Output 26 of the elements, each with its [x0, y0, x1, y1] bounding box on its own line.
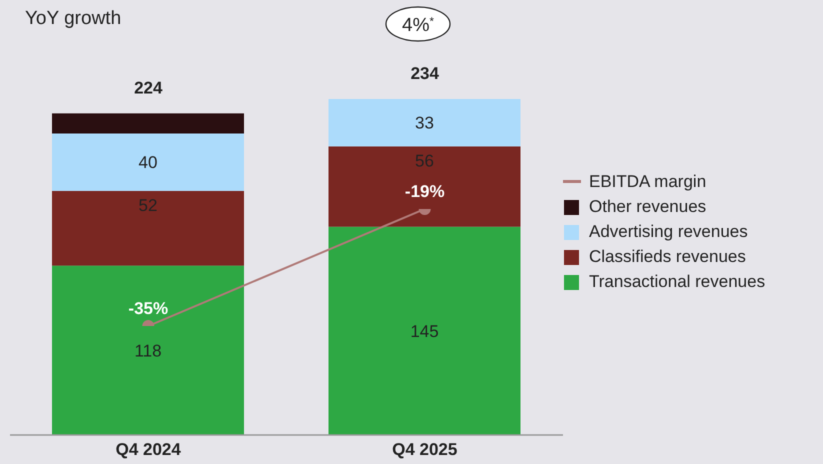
legend-label: Advertising revenues [589, 222, 748, 242]
data-label: 56 [415, 151, 434, 170]
x-tick-label: Q4 2025 [392, 440, 458, 460]
bar [328, 99, 520, 146]
data-label: 118 [134, 341, 162, 360]
bar [328, 226, 520, 435]
bar [52, 266, 244, 435]
data-label: -35% [128, 299, 168, 318]
bar [52, 190, 244, 266]
data-label: 145 [410, 322, 439, 341]
data-label: -19% [404, 182, 445, 201]
text: 4%$^{*}$ [402, 15, 435, 36]
legend-label: Classifieds revenues [589, 247, 746, 267]
total-label: 224 [134, 78, 163, 98]
bar [328, 146, 520, 227]
bar [52, 113, 244, 134]
legend-label: Other revenues [589, 197, 706, 217]
legend-label: EBITDA margin [589, 172, 706, 192]
data-label: 33 [415, 114, 434, 133]
bar [52, 133, 244, 191]
data-label: 52 [138, 196, 158, 215]
x-tick-label: Q4 2024 [116, 440, 182, 460]
data-label: 40 [138, 153, 158, 172]
total-label: 234 [410, 64, 440, 83]
legend-label: Transactional revenues [589, 272, 766, 292]
chart-title: YoY growth [25, 8, 122, 30]
